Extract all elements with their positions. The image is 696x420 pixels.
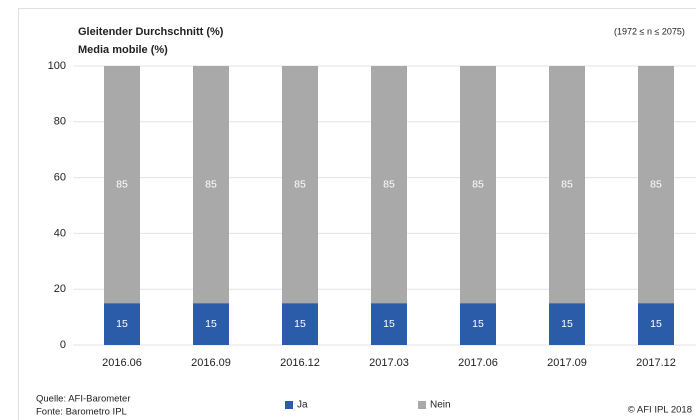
data-label: 85 <box>650 178 662 190</box>
frame <box>18 8 696 420</box>
x-tick-label: 2017.06 <box>458 357 498 369</box>
y-tick-label: 60 <box>54 172 66 184</box>
data-label: 85 <box>561 178 573 190</box>
data-label: 15 <box>561 318 573 330</box>
y-tick-label: 80 <box>54 116 66 128</box>
bar-segment <box>104 66 140 304</box>
bar-segment <box>549 303 585 345</box>
bar-segment <box>638 66 674 304</box>
data-label: 15 <box>205 318 217 330</box>
bar-segment <box>638 303 674 345</box>
source: Fonte: Barometro IPL <box>36 407 127 418</box>
note: (1972 ≤ n ≤ 2075) <box>614 26 685 36</box>
bar-segment <box>193 66 229 304</box>
x-tick-label: 2016.06 <box>102 357 142 369</box>
data-label: 85 <box>294 178 306 190</box>
bar-segment <box>460 66 496 304</box>
y-tick-label: 20 <box>54 283 66 295</box>
y-tick-label: 0 <box>60 339 66 351</box>
x-tick-label: 2016.12 <box>280 357 320 369</box>
bar-segment <box>282 66 318 304</box>
bar-segment <box>460 303 496 345</box>
data-label: 15 <box>294 318 306 330</box>
bar-segment <box>193 303 229 345</box>
data-label: 15 <box>116 318 128 330</box>
data-label: 85 <box>205 178 217 190</box>
bar-segment <box>104 303 140 345</box>
copyright: © AFI IPL 2018 <box>628 405 692 416</box>
x-tick-label: 2017.03 <box>369 357 409 369</box>
data-label: 85 <box>383 178 395 190</box>
legend-label: Nein <box>430 400 451 411</box>
legend-label: Ja <box>297 400 308 411</box>
data-label: 85 <box>116 178 128 190</box>
x-tick-label: 2017.12 <box>636 357 676 369</box>
bar-segment <box>282 303 318 345</box>
data-label: 15 <box>650 318 662 330</box>
x-tick-label: 2017.09 <box>547 357 587 369</box>
bar-segment <box>371 66 407 304</box>
data-label: 15 <box>472 318 484 330</box>
data-label: 85 <box>472 178 484 190</box>
source: Quelle: AFI-Barometer <box>36 394 131 405</box>
legend-swatch <box>285 401 293 409</box>
legend-swatch <box>418 401 426 409</box>
bar-segment <box>371 303 407 345</box>
chart-title: Gleitender Durchschnitt (%) <box>78 26 224 38</box>
bar-segment <box>549 66 585 304</box>
data-label: 15 <box>383 318 395 330</box>
y-tick-label: 40 <box>54 227 66 239</box>
y-tick-label: 100 <box>48 60 66 72</box>
x-tick-label: 2016.09 <box>191 357 231 369</box>
chart-subtitle: Media mobile (%) <box>78 44 168 56</box>
